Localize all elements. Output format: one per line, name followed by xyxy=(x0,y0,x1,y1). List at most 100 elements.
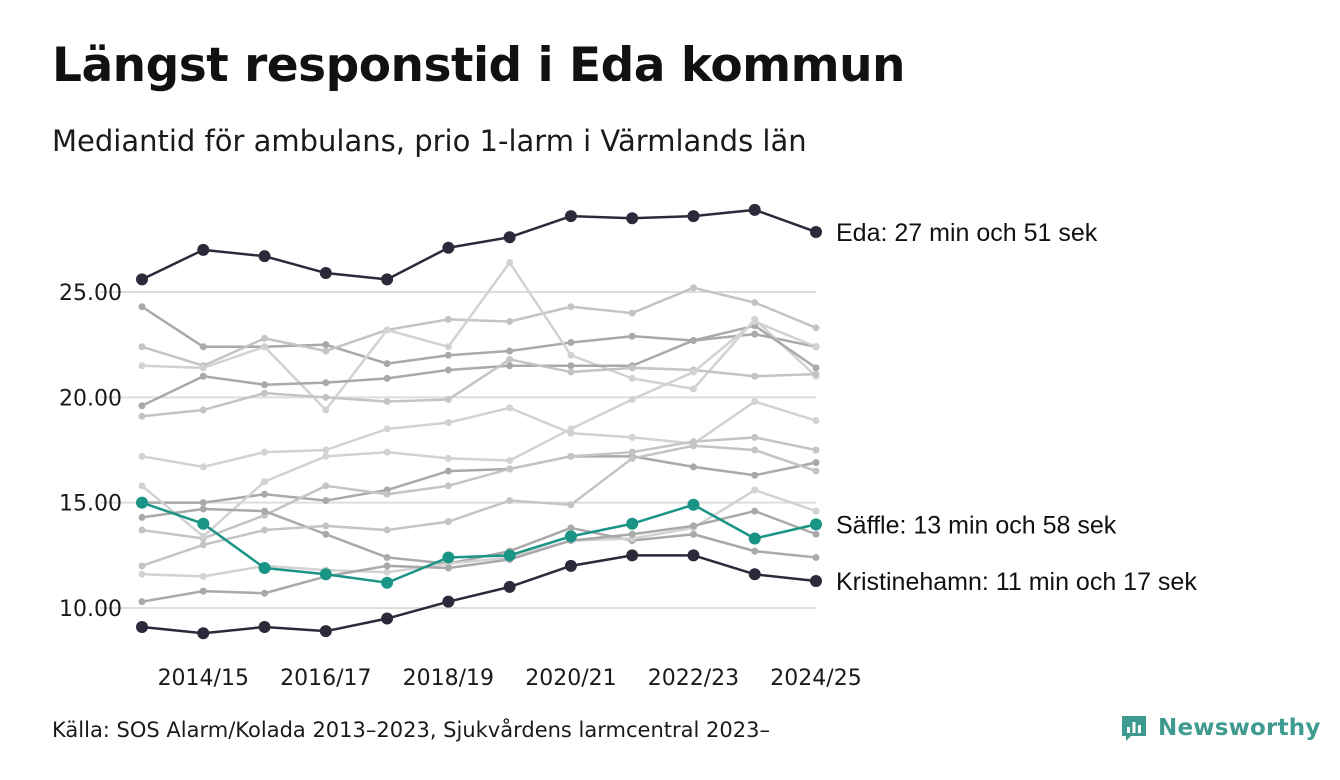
s-ffle-point xyxy=(319,568,332,581)
background-series xyxy=(138,442,820,570)
s-ffle-point xyxy=(626,517,639,530)
background-point xyxy=(322,347,330,355)
eda-point xyxy=(197,243,210,256)
y-tick-label: 20.00 xyxy=(59,386,122,411)
background-line xyxy=(141,444,817,568)
background-series xyxy=(138,317,820,540)
s-ffle-label: Säffle: 13 min och 58 sek xyxy=(836,511,1117,539)
background-point xyxy=(444,454,452,462)
y-tick-label: 10.00 xyxy=(59,597,122,622)
background-point xyxy=(138,452,146,460)
background-point xyxy=(444,467,452,475)
background-line xyxy=(141,320,817,538)
background-point xyxy=(383,448,391,456)
s-ffle-point xyxy=(258,561,271,574)
background-point xyxy=(567,452,575,460)
y-tick-label: 25.00 xyxy=(59,281,122,306)
background-line xyxy=(141,261,817,412)
background-point xyxy=(261,381,269,389)
x-tick-label: 2020/21 xyxy=(525,666,616,691)
background-point xyxy=(199,532,207,540)
background-point xyxy=(567,362,575,370)
background-point xyxy=(261,343,269,351)
brand-name: Newsworthy xyxy=(1158,715,1321,741)
background-point xyxy=(199,406,207,414)
kristinehamn-point xyxy=(687,549,700,562)
background-point xyxy=(689,463,697,471)
kristinehamn-point xyxy=(503,580,516,593)
background-line xyxy=(141,358,817,418)
background-line xyxy=(141,488,817,578)
background-point xyxy=(812,364,820,372)
background-series xyxy=(138,303,820,368)
x-tick-label: 2024/25 xyxy=(770,666,861,691)
background-point xyxy=(628,448,636,456)
background-point xyxy=(506,362,514,370)
x-tick-label: 2018/19 xyxy=(403,666,494,691)
s-ffle-point xyxy=(136,496,148,509)
background-point xyxy=(812,446,820,454)
background-point xyxy=(567,425,575,433)
eda-point xyxy=(319,267,332,280)
background-point xyxy=(812,467,820,475)
background-series xyxy=(138,284,820,370)
background-point xyxy=(322,446,330,454)
eda-point xyxy=(626,212,639,225)
background-point xyxy=(506,497,514,505)
background-point xyxy=(444,564,452,572)
background-point xyxy=(567,303,575,311)
background-point xyxy=(506,465,514,473)
background-point xyxy=(199,372,207,380)
background-point xyxy=(199,463,207,471)
background-point xyxy=(689,442,697,450)
background-point xyxy=(751,330,759,338)
background-point xyxy=(138,402,146,410)
background-point xyxy=(567,524,575,532)
chart-subtitle: Mediantid för ambulans, prio 1-larm i Vä… xyxy=(52,124,807,158)
kristinehamn-point xyxy=(258,620,271,633)
eda-point xyxy=(442,241,455,254)
background-point xyxy=(199,587,207,595)
background-point xyxy=(261,478,269,486)
background-point xyxy=(506,347,514,355)
kristinehamn-point xyxy=(442,595,455,608)
background-point xyxy=(383,490,391,498)
background-point xyxy=(628,309,636,317)
background-point xyxy=(628,332,636,340)
background-point xyxy=(261,507,269,515)
background-point xyxy=(138,598,146,606)
background-point xyxy=(689,522,697,530)
background-point xyxy=(322,406,330,414)
background-point xyxy=(261,589,269,597)
background-series xyxy=(138,452,820,507)
background-point xyxy=(261,334,269,342)
s-ffle-point xyxy=(687,498,700,511)
background-point xyxy=(751,446,759,454)
background-point xyxy=(322,379,330,387)
background-point xyxy=(383,398,391,406)
background-point xyxy=(138,482,146,490)
s-ffle-point xyxy=(503,549,516,562)
kristinehamn-label: Kristinehamn: 11 min och 17 sek xyxy=(836,568,1197,596)
background-point xyxy=(567,368,575,376)
background-point xyxy=(383,425,391,433)
eda-point xyxy=(564,210,577,223)
background-point xyxy=(628,395,636,403)
background-point xyxy=(751,433,759,441)
background-point xyxy=(199,343,207,351)
kristinehamn-point xyxy=(136,620,148,633)
background-point xyxy=(812,324,820,332)
eda-label: Eda: 27 min och 51 sek xyxy=(836,219,1098,247)
eda-point xyxy=(503,231,516,244)
background-point xyxy=(506,259,514,267)
background-point xyxy=(628,433,636,441)
s-ffle-point xyxy=(810,518,822,531)
background-point xyxy=(506,457,514,465)
background-point xyxy=(751,547,759,555)
background-point xyxy=(628,454,636,462)
background-point xyxy=(322,522,330,530)
background-point xyxy=(812,553,820,561)
background-point xyxy=(261,526,269,534)
eda-series xyxy=(136,203,822,286)
